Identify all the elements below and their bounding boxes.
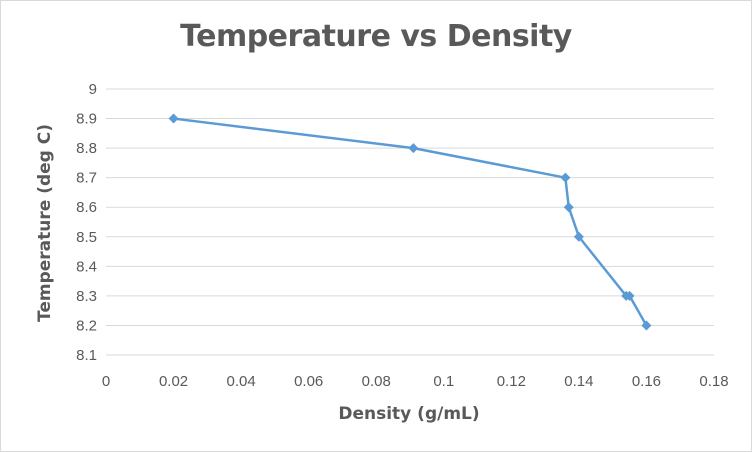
x-tick-label: 0.02 (159, 373, 188, 390)
x-tick-label: 0.12 (497, 373, 526, 390)
data-point-marker (168, 113, 179, 124)
grid-lines (106, 88, 714, 356)
y-tick-label: 8.6 (76, 199, 97, 216)
x-tick-label: 0.16 (632, 373, 661, 390)
data-point-marker (408, 143, 419, 154)
x-axis-title: Density (g/mL) (338, 404, 479, 424)
x-tick-label: 0.08 (362, 373, 391, 390)
x-tick-label: 0 (102, 373, 110, 390)
y-tick-label: 8.5 (76, 229, 97, 246)
y-tick-label: 8.4 (76, 258, 97, 275)
y-tick-labels: 8.1 8.2 8.3 8.4 8.5 8.6 8.7 8.8 8.9 9 (76, 81, 97, 364)
x-tick-label: 0.04 (227, 373, 256, 390)
data-point-marker (624, 290, 635, 301)
y-tick-label: 9 (89, 81, 97, 98)
series (168, 113, 652, 331)
data-point-marker (563, 202, 574, 213)
y-tick-label: 8.9 (76, 111, 97, 128)
y-tick-label: 8.1 (76, 347, 97, 364)
x-tick-label: 0.18 (699, 373, 728, 390)
data-point-marker (573, 231, 584, 242)
y-tick-label: 8.2 (76, 317, 97, 334)
data-point-marker (641, 320, 652, 331)
x-tick-label: 0.14 (564, 373, 593, 390)
y-axis-title: Temperature (deg C) (35, 124, 55, 322)
x-tick-label: 0.1 (433, 373, 454, 390)
y-tick-label: 8.8 (76, 140, 97, 157)
x-tick-label: 0.06 (294, 373, 323, 390)
data-point-marker (560, 172, 571, 183)
y-tick-label: 8.7 (76, 170, 97, 187)
y-tick-label: 8.3 (76, 288, 97, 305)
chart-title: Temperature vs Density (180, 19, 572, 54)
x-tick-labels: 0 0.02 0.04 0.06 0.08 0.1 0.12 0.14 0.16 0.18 (102, 373, 729, 390)
